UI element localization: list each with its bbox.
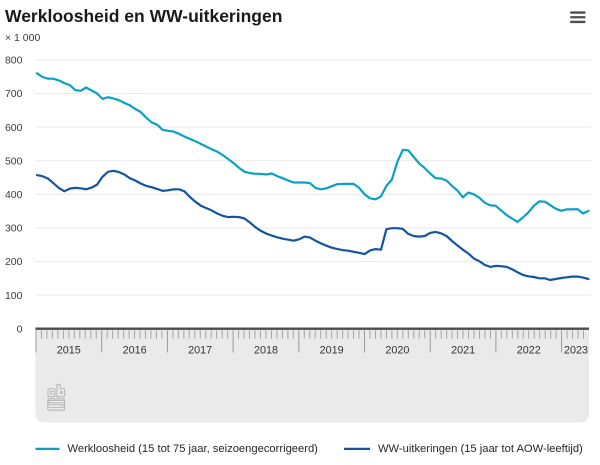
svg-text:2020: 2020 [385, 345, 409, 357]
svg-text:Werkloosheid (15 tot 75 jaar,: Werkloosheid (15 tot 75 jaar, seizoengec… [68, 443, 319, 455]
svg-text:2015: 2015 [57, 345, 81, 357]
svg-text:0: 0 [17, 323, 23, 335]
svg-text:300: 300 [5, 223, 23, 235]
svg-text:2018: 2018 [254, 345, 278, 357]
svg-text:700: 700 [5, 88, 23, 100]
svg-text:2022: 2022 [517, 345, 541, 357]
svg-text:600: 600 [5, 122, 23, 134]
svg-text:2016: 2016 [123, 345, 147, 357]
svg-text:2019: 2019 [320, 345, 344, 357]
svg-text:100: 100 [5, 290, 23, 302]
svg-text:400: 400 [5, 189, 23, 201]
svg-text:500: 500 [5, 155, 23, 167]
svg-text:2023: 2023 [564, 345, 588, 357]
svg-text:WW-uitkeringen (15 jaar tot AO: WW-uitkeringen (15 jaar tot AOW-leeftijd… [378, 443, 583, 455]
svg-text:2017: 2017 [188, 345, 212, 357]
svg-text:800: 800 [5, 55, 23, 67]
svg-text:200: 200 [5, 256, 23, 268]
svg-text:2021: 2021 [451, 345, 475, 357]
